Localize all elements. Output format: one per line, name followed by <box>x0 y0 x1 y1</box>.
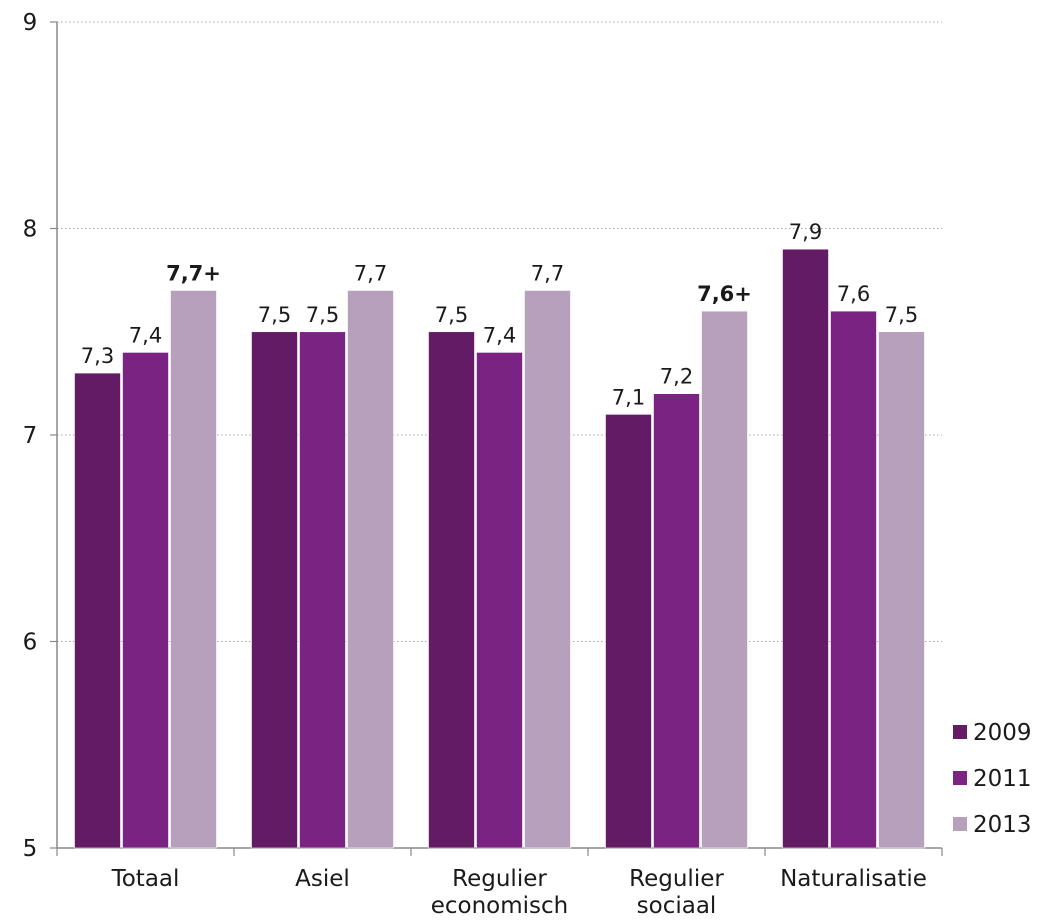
x-category-label: Naturalisatie <box>780 866 927 892</box>
legend: 2009 2011 2013 <box>953 720 1032 838</box>
legend-label-2009: 2009 <box>973 720 1032 746</box>
bar-2009 <box>74 372 121 849</box>
bar-2011 <box>299 331 346 849</box>
bar-2013 <box>701 310 748 849</box>
legend-swatch-2013 <box>953 817 967 831</box>
y-tick-label: 9 <box>23 10 38 36</box>
bars <box>74 248 925 849</box>
bar-2011 <box>830 310 877 849</box>
data-label: 7,5 <box>885 303 918 327</box>
data-label: 7,9 <box>789 220 822 244</box>
x-category-label: sociaal <box>637 893 717 919</box>
data-label: 7,5 <box>435 303 468 327</box>
data-label: 7,7+ <box>166 261 221 285</box>
legend-swatch-2011 <box>953 771 967 785</box>
data-label: 7,7 <box>531 261 564 285</box>
data-label: 7,4 <box>129 323 162 347</box>
bar-2013 <box>170 290 217 849</box>
data-label: 7,1 <box>612 385 645 409</box>
data-label: 7,4 <box>483 323 516 347</box>
bar-2009 <box>251 331 298 849</box>
bar-2011 <box>122 352 169 849</box>
x-category-label: Totaal <box>111 866 180 892</box>
legend-swatch-2009 <box>953 725 967 739</box>
x-category-label: economisch <box>431 893 569 919</box>
data-label: 7,3 <box>81 344 114 368</box>
legend-label-2011: 2011 <box>973 766 1032 792</box>
x-category-label: Regulier <box>629 866 724 892</box>
bar-2009 <box>782 248 829 849</box>
bar-2011 <box>476 352 523 849</box>
bar-2013 <box>878 331 925 849</box>
y-tick-label: 8 <box>23 217 38 243</box>
y-tick-label: 7 <box>23 423 38 449</box>
x-category-label: Asiel <box>295 866 350 892</box>
x-category-label: Regulier <box>452 866 547 892</box>
data-label: 7,6 <box>837 282 870 306</box>
data-label: 7,6+ <box>697 282 752 306</box>
bar-2013 <box>347 290 394 849</box>
bar-2013 <box>524 290 571 849</box>
data-labels: 7,3 7,4 7,7+ 7,5 7,5 7,7 7,5 7,4 7,7 7,1 7,2 7,6+ 7,… <box>81 220 918 409</box>
data-label: 7,5 <box>258 303 291 327</box>
bar-2011 <box>653 393 700 849</box>
legend-label-2013: 2013 <box>973 812 1032 838</box>
bar-2009 <box>605 414 652 849</box>
data-label: 7,2 <box>660 365 693 389</box>
data-label: 7,7 <box>354 261 387 285</box>
data-label: 7,5 <box>306 303 339 327</box>
y-tick-label: 6 <box>23 630 38 656</box>
y-tick-label: 5 <box>23 836 38 862</box>
bar-2009 <box>428 331 475 849</box>
